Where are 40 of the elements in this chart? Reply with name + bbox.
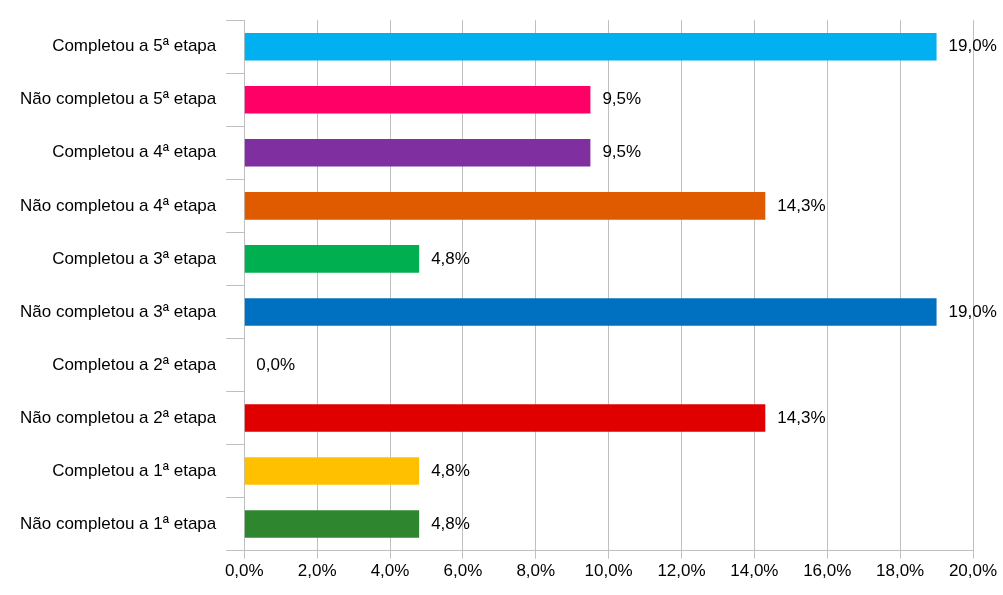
x-tick-label: 0,0% bbox=[224, 561, 264, 581]
x-tick-label: 16,0% bbox=[803, 561, 852, 581]
x-tick-label: 14,0% bbox=[730, 561, 779, 581]
bar bbox=[244, 32, 937, 61]
x-tick-label: 4,0% bbox=[370, 561, 410, 581]
x-tick-label: 8,0% bbox=[516, 561, 556, 581]
x-tick-label: 12,0% bbox=[657, 561, 706, 581]
y-tick-label: Não completou a 1ª etapa bbox=[19, 513, 217, 533]
y-tick-label: Não completou a 3ª etapa bbox=[19, 301, 217, 321]
y-tick-label: Não completou a 5ª etapa bbox=[19, 89, 217, 109]
data-label: 9,5% bbox=[602, 142, 642, 162]
data-label: 14,3% bbox=[777, 195, 826, 215]
bar bbox=[244, 457, 420, 485]
bar bbox=[244, 404, 766, 432]
y-tick-label: Completou a 3ª etapa bbox=[52, 248, 217, 268]
data-label: 0,0% bbox=[256, 354, 296, 374]
data-label: 19,0% bbox=[948, 301, 997, 321]
y-tick-label: Completou a 1ª etapa bbox=[52, 460, 217, 480]
bar bbox=[244, 85, 591, 114]
y-tick-label: Não completou a 4ª etapa bbox=[19, 195, 217, 215]
y-tick-label: Completou a 5ª etapa bbox=[52, 36, 217, 56]
y-tick-label: Completou a 4ª etapa bbox=[52, 142, 217, 162]
x-tick-label: 18,0% bbox=[876, 561, 925, 581]
x-tick-label: 2,0% bbox=[297, 561, 337, 581]
data-label: 4,8% bbox=[431, 460, 470, 480]
y-tick-label: Completou a 2ª etapa bbox=[52, 354, 217, 374]
data-label: 4,8% bbox=[431, 248, 470, 268]
data-label: 19,0% bbox=[948, 36, 997, 56]
x-tick-label: 20,0% bbox=[948, 561, 998, 581]
data-label: 4,8% bbox=[431, 513, 470, 533]
bar bbox=[244, 139, 591, 167]
bar bbox=[244, 192, 766, 220]
data-label: 9,5% bbox=[602, 89, 642, 109]
bar bbox=[244, 298, 937, 326]
bar bbox=[244, 245, 420, 273]
data-label: 14,3% bbox=[777, 407, 826, 427]
y-tick-label: Não completou a 2ª etapa bbox=[19, 407, 217, 427]
x-tick-label: 6,0% bbox=[443, 561, 483, 581]
x-tick-label: 10,0% bbox=[584, 561, 633, 581]
bar bbox=[244, 510, 420, 538]
